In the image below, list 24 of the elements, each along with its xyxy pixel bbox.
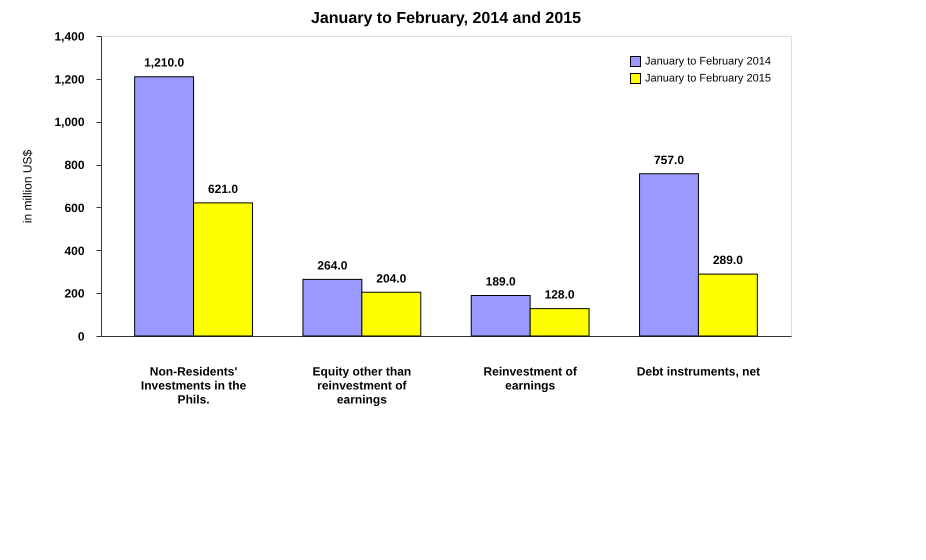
legend-label: January to February 2014 — [645, 56, 771, 68]
y-tick-label: 800 — [64, 158, 85, 172]
data-label: 189.0 — [486, 274, 516, 288]
data-label: 289.0 — [712, 253, 744, 268]
data-label: 621.0 — [208, 182, 238, 196]
y-axis-title: in million US$ — [20, 149, 34, 224]
x-tick-label: Debt instruments, net — [636, 364, 760, 378]
data-label: 128.0 — [544, 288, 575, 302]
y-tick-label: 1,400 — [54, 30, 85, 44]
chart-title: January to February, 2014 and 2015 — [310, 10, 582, 27]
data-label: 1,210.0 — [144, 56, 184, 70]
y-tick-label: 200 — [64, 286, 85, 301]
x-tick-label: Equity other than reinvestment of earnings — [312, 364, 412, 406]
x-tick-label: Non-Residents' Investments in the Phils. — [140, 364, 247, 406]
data-label: 204.0 — [376, 271, 407, 286]
data-label: 264.0 — [317, 258, 348, 272]
y-tick-label: 1,000 — [54, 115, 85, 130]
legend-label: January to February 2015 — [645, 72, 771, 84]
y-tick-label: 600 — [64, 200, 85, 215]
y-tick-label: 400 — [64, 244, 85, 258]
y-tick-label: 0 — [78, 330, 85, 344]
y-tick-label: 1,200 — [54, 72, 85, 86]
x-tick-label: Reinvestment of earnings — [483, 364, 578, 392]
data-label: 757.0 — [654, 152, 684, 167]
